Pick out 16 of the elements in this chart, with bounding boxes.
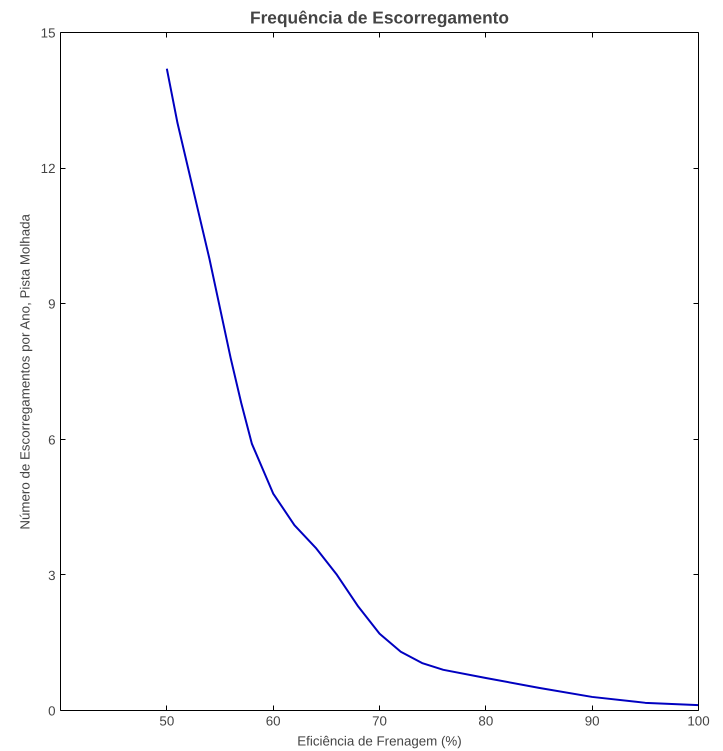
chart-title: Frequência de Escorregamento: [250, 8, 510, 28]
x-tick-label: 60: [266, 714, 281, 728]
y-tick-label: 6: [48, 432, 56, 448]
line-series: [166, 68, 698, 706]
x-tick-label: 70: [372, 714, 387, 728]
y-tick-label: 3: [48, 568, 56, 583]
x-tick-label: 100: [687, 714, 710, 728]
y-tick-label: 12: [40, 161, 56, 176]
x-tick-label: 80: [478, 714, 494, 728]
x-axis-title: Eficiência de Frenagem (%): [297, 734, 462, 748]
y-tick-label: 15: [40, 26, 56, 40]
y-axis-title: Número de Escorregamentos por Ano, Pista Molhada: [18, 213, 33, 530]
x-tick-label: 90: [584, 714, 600, 728]
x-tick-label: 50: [159, 714, 174, 728]
y-tick-label: 0: [48, 704, 56, 718]
y-tick-label: 9: [48, 296, 56, 312]
